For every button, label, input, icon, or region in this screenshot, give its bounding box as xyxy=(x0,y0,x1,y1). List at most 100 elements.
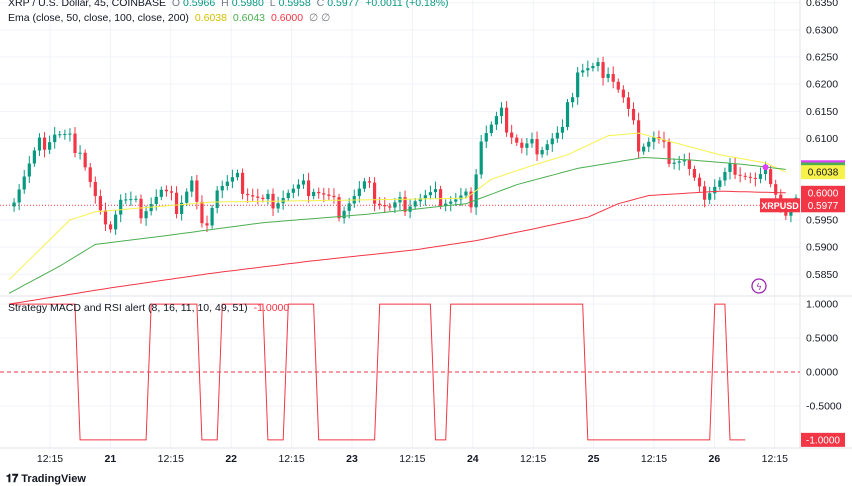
candle-body xyxy=(586,68,590,71)
x-tick-label: 12:15 xyxy=(158,453,184,465)
x-tick-label: 12:15 xyxy=(37,453,63,465)
candle-body xyxy=(200,201,204,224)
candle-body xyxy=(515,137,519,143)
tradingview-logo[interactable]: 𝟏𝟕 TradingView xyxy=(6,473,86,486)
candle-body xyxy=(464,191,468,196)
candle-body xyxy=(37,137,42,151)
price-badge xyxy=(801,165,845,180)
candle-body xyxy=(48,142,52,150)
y-tick-label: 0.6300 xyxy=(806,24,838,36)
symbol-title[interactable]: XRP / U.S. Dollar, 45, COINBASE xyxy=(8,0,166,9)
candle-body xyxy=(367,181,372,183)
candle-body xyxy=(383,204,387,207)
x-tick-label: 12:15 xyxy=(520,453,546,465)
symbol-header: XRP / U.S. Dollar, 45, COINBASE O 0.5966 … xyxy=(8,0,452,9)
candle-body xyxy=(708,193,712,200)
tradingview-logo-text: TradingView xyxy=(21,473,86,485)
ema-title[interactable]: Ema (close, 50, close, 100, close, 200) xyxy=(8,12,189,24)
candle-body xyxy=(291,188,295,193)
candle-body xyxy=(672,162,676,164)
candle-body xyxy=(494,116,499,125)
candle-body xyxy=(332,195,336,198)
candle-body xyxy=(667,141,671,164)
x-tick-label: 12:15 xyxy=(641,453,667,465)
y-tick-label: 0.5850 xyxy=(806,269,838,281)
candle-body xyxy=(378,203,382,205)
ema-100-line xyxy=(8,156,786,294)
candle-body xyxy=(418,198,422,202)
candle-body xyxy=(388,206,392,208)
candle-body xyxy=(195,180,199,202)
candle-body xyxy=(525,143,529,148)
candle-body xyxy=(713,186,717,194)
candle-body xyxy=(347,203,351,211)
candle-body xyxy=(88,167,92,182)
candle-body xyxy=(697,177,702,187)
candle-body xyxy=(144,211,148,219)
alert-marker[interactable] xyxy=(762,164,769,171)
candle-body xyxy=(677,161,681,163)
hidden-value-icon: ∅ ∅ xyxy=(309,12,331,24)
candle-body xyxy=(276,203,280,209)
osc-last-value-label: -1.0000 xyxy=(806,435,840,446)
candle-body xyxy=(134,198,138,200)
candle-body xyxy=(596,62,600,67)
candle-body xyxy=(581,70,585,73)
osc-y-tick-label: 0.5000 xyxy=(806,333,838,345)
osc-y-tick-label: -0.5000 xyxy=(806,400,842,412)
osc-y-tick-label: 1.0000 xyxy=(806,299,838,311)
candle-body xyxy=(301,180,306,185)
symbol-badge-label: XRPUSD xyxy=(761,201,799,211)
candle-body xyxy=(342,210,346,219)
x-tick-label: 22 xyxy=(225,453,237,465)
candle-body xyxy=(12,202,16,207)
candle-body xyxy=(545,144,549,151)
candle-body xyxy=(225,181,229,187)
x-tick-label: 12:15 xyxy=(278,453,304,465)
candle-body xyxy=(489,124,493,134)
oscillator-line xyxy=(9,303,746,441)
y-tick-label: 0.6350 xyxy=(806,0,838,9)
candle-body xyxy=(169,191,174,193)
candle-body xyxy=(530,139,534,144)
candle-body xyxy=(459,195,463,200)
close-label: C xyxy=(316,0,325,9)
high-label: H xyxy=(221,0,229,9)
low-label: L xyxy=(269,0,276,9)
oscillator-value: -1.0000 xyxy=(253,302,290,314)
candle-body xyxy=(403,197,407,212)
candle-body xyxy=(728,163,732,172)
candle-body xyxy=(119,199,123,215)
candle-body xyxy=(423,195,427,199)
candle-body xyxy=(499,107,504,117)
candle-body xyxy=(616,81,620,90)
lightning-icon[interactable] xyxy=(751,278,767,294)
candle-body xyxy=(504,107,509,133)
candle-body xyxy=(215,190,219,208)
candle-body xyxy=(103,210,108,225)
candle-body xyxy=(748,176,752,178)
candle-body xyxy=(774,184,778,195)
candle-body xyxy=(560,126,565,133)
candle-body xyxy=(129,199,133,201)
candle-body xyxy=(758,174,763,179)
candle-body xyxy=(555,132,559,139)
ema-100-value: 0.6043 xyxy=(232,12,266,24)
candle-body xyxy=(261,197,265,200)
candle-body xyxy=(550,138,554,145)
ema-200-value: 0.6000 xyxy=(270,12,304,24)
candle-body xyxy=(159,189,163,197)
close-value: 0.5977 xyxy=(327,0,360,9)
x-tick-label: 12:15 xyxy=(399,453,425,465)
candle-body xyxy=(164,189,168,192)
ema-50-line xyxy=(8,132,787,281)
x-tick-label: 26 xyxy=(709,453,721,465)
candle-body xyxy=(68,133,72,135)
oscillator-title[interactable]: Strategy MACD and RSI alert (8, 16, 11, … xyxy=(8,302,248,314)
candle-body xyxy=(723,171,727,181)
candle-body xyxy=(73,133,77,154)
candle-body xyxy=(484,133,488,142)
price-badge xyxy=(801,185,845,200)
candle-body xyxy=(454,199,458,202)
candle-body xyxy=(743,175,747,177)
